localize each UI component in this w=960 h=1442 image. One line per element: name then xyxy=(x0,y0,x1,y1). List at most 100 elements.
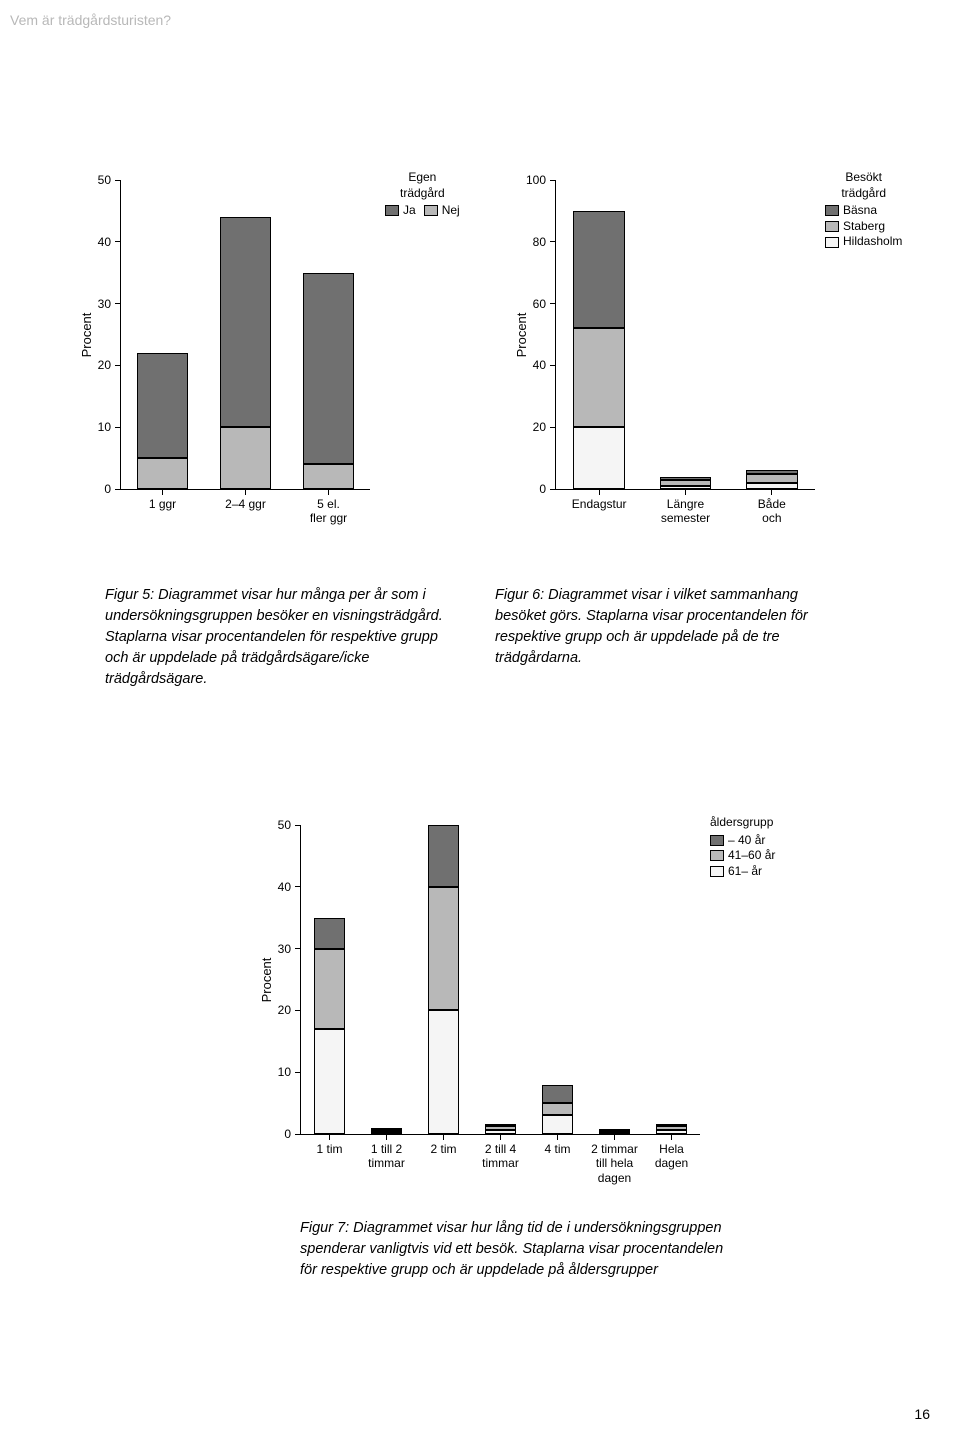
legend-title: Besökt trädgård xyxy=(825,170,902,201)
ytick-label: 40 xyxy=(278,880,291,894)
legend-item: 41–60 år xyxy=(710,848,775,864)
legend-label: 61– år xyxy=(728,864,762,880)
xtick-label: Endagstur xyxy=(572,497,627,511)
xtick-label: 4 tim xyxy=(544,1142,570,1156)
legend-title: Egen trädgård xyxy=(385,170,460,201)
ytick-label: 100 xyxy=(526,173,546,187)
bar-segment xyxy=(573,427,625,489)
fig5-caption: Figur 5: Diagrammet visar hur många per … xyxy=(105,585,450,690)
fig5-legend: Egen trädgård Ja Nej xyxy=(385,170,460,219)
legend-item: – 40 år xyxy=(710,833,775,849)
bar-segment xyxy=(428,887,459,1011)
ytick-label: 10 xyxy=(98,420,111,434)
bar-segment xyxy=(542,1115,573,1134)
xtick-label: 1 ggr xyxy=(149,497,176,511)
bar-segment xyxy=(660,480,712,486)
fig5-ylabel: Procent xyxy=(79,312,94,357)
fig7-legend: åldersgrupp – 40 år41–60 år61– år xyxy=(710,815,775,879)
bar-segment xyxy=(428,1010,459,1134)
legend-swatch xyxy=(710,835,724,846)
xtick-label: Både och xyxy=(750,497,793,526)
ytick-label: 60 xyxy=(533,297,546,311)
xtick-label: 2 timmar till hela dagen xyxy=(591,1142,638,1185)
legend-label: – 40 år xyxy=(728,833,765,849)
bar-segment xyxy=(371,1128,402,1130)
figure-7-chart: Procent 010203040501 tim1 till 2 timmar2… xyxy=(230,815,790,1195)
xtick-label: 5 el. fler ggr xyxy=(308,497,350,526)
bar-segment xyxy=(542,1085,573,1104)
legend-swatch xyxy=(825,205,839,216)
xtick-label: Längre semester xyxy=(661,497,710,526)
bar-segment xyxy=(303,464,354,489)
ytick-label: 40 xyxy=(533,358,546,372)
ytick-label: 0 xyxy=(539,482,546,496)
ytick-label: 30 xyxy=(278,942,291,956)
legend-swatch xyxy=(710,850,724,861)
legend-item: Hildasholm xyxy=(825,234,902,250)
fig6-legend: Besökt trädgård BäsnaStabergHildasholm xyxy=(825,170,902,250)
bar-segment xyxy=(599,1129,630,1131)
ytick-label: 10 xyxy=(278,1065,291,1079)
ytick-label: 50 xyxy=(278,818,291,832)
bar-segment xyxy=(656,1126,687,1130)
bar-segment xyxy=(746,474,798,483)
legend-item: Staberg xyxy=(825,219,902,235)
bar-segment xyxy=(573,211,625,328)
ytick-label: 20 xyxy=(98,358,111,372)
legend-label: 41–60 år xyxy=(728,848,775,864)
bar-segment xyxy=(428,825,459,887)
bar-segment xyxy=(599,1131,630,1133)
legend-item: Bäsna xyxy=(825,203,902,219)
ytick-label: 20 xyxy=(533,420,546,434)
legend-label: Hildasholm xyxy=(843,234,902,250)
xtick-label: 1 till 2 timmar xyxy=(368,1142,405,1171)
legend-swatch xyxy=(710,866,724,877)
legend-label: Nej xyxy=(442,203,460,219)
page-header: Vem är trädgårdsturisten? xyxy=(10,12,171,28)
legend-item: 61– år xyxy=(710,864,775,880)
ytick-label: 20 xyxy=(278,1003,291,1017)
bar-segment xyxy=(573,328,625,427)
bar-segment xyxy=(314,918,345,949)
fig6-caption: Figur 6: Diagrammet visar i vilket samma… xyxy=(495,585,840,669)
bar-segment xyxy=(660,486,712,489)
ytick-label: 80 xyxy=(533,235,546,249)
page-number: 16 xyxy=(914,1406,930,1422)
bar-segment xyxy=(137,353,188,458)
xtick-label: 2 tim xyxy=(430,1142,456,1156)
bar-segment xyxy=(220,217,271,427)
bar-segment xyxy=(485,1130,516,1134)
bar-segment xyxy=(485,1126,516,1130)
legend-swatch xyxy=(825,221,839,232)
bar-segment xyxy=(485,1124,516,1126)
bar-segment xyxy=(371,1130,402,1132)
legend-swatch xyxy=(424,205,438,216)
bar-segment xyxy=(746,483,798,489)
legend-swatch xyxy=(825,237,839,248)
bar-segment xyxy=(656,1130,687,1134)
legend-item: Ja xyxy=(385,203,416,219)
xtick-label: 2–4 ggr xyxy=(225,497,266,511)
bar-segment xyxy=(314,1029,345,1134)
legend-item: Nej xyxy=(424,203,460,219)
ytick-label: 30 xyxy=(98,297,111,311)
xtick-label: Hela dagen xyxy=(655,1142,688,1171)
legend-title: åldersgrupp xyxy=(710,815,775,831)
ytick-label: 0 xyxy=(284,1127,291,1141)
legend-swatch xyxy=(385,205,399,216)
legend-label: Staberg xyxy=(843,219,885,235)
ytick-label: 50 xyxy=(98,173,111,187)
bar-segment xyxy=(371,1132,402,1134)
legend-label: Bäsna xyxy=(843,203,877,219)
fig7-caption: Figur 7: Diagrammet visar hur lång tid d… xyxy=(300,1218,740,1281)
xtick-label: 1 tim xyxy=(316,1142,342,1156)
xtick-label: 2 till 4 timmar xyxy=(482,1142,519,1171)
bar-segment xyxy=(314,949,345,1029)
bar-segment xyxy=(746,470,798,473)
bar-segment xyxy=(542,1103,573,1115)
bar-segment xyxy=(660,477,712,480)
fig6-ylabel: Procent xyxy=(514,312,529,357)
figure-6-chart: Procent 0 20 40 60 80 100 Endagstur Längre seme… xyxy=(490,170,920,530)
ytick-label: 40 xyxy=(98,235,111,249)
bar-segment xyxy=(137,458,188,489)
